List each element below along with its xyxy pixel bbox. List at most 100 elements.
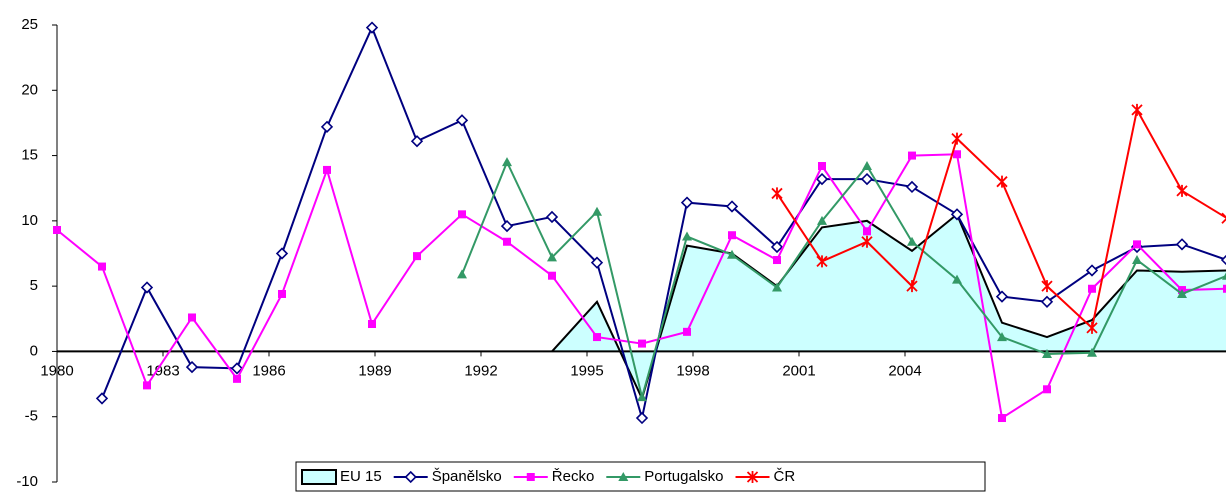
marker [907,236,917,246]
x-tick-label: 1992 [464,362,497,379]
area-line [551,212,1226,402]
marker [404,470,417,484]
marker [500,219,514,233]
series-line [101,25,1226,419]
x-tick-label: 1989 [358,362,391,379]
marker [680,196,694,209]
marker [230,362,244,375]
marker [1043,385,1051,394]
marker [410,135,424,148]
legend-swatch [301,469,337,485]
marker [1177,288,1187,298]
legend-label: EU 15 [340,468,382,485]
marker [455,114,469,127]
marker [365,21,379,34]
marker [98,262,106,271]
marker [816,255,828,268]
marker [905,180,919,194]
marker [635,411,649,425]
marker [320,120,334,133]
marker [1175,238,1189,251]
marker [997,332,1007,342]
marker [590,256,604,269]
marker [773,256,781,265]
y-tick-label: 10 [21,212,38,229]
marker [683,327,691,336]
marker [1085,264,1099,277]
marker [95,392,109,405]
marker [1223,284,1226,293]
legend: EU 15 Španělsko Řecko Portugalsko ČR [295,461,986,492]
legend-label: ČR [774,468,796,485]
x-tick-label: 2004 [888,362,921,379]
marker [143,381,151,390]
marker [998,414,1006,423]
marker [1222,272,1226,280]
marker [727,249,737,259]
y-tick-label: 15 [21,147,38,164]
marker [413,252,421,261]
y-tick-label: 20 [21,81,38,98]
marker [746,471,759,483]
marker [637,392,647,402]
series-line [461,159,1226,402]
marker [1088,284,1096,293]
marker [728,231,736,240]
marker [526,473,535,481]
marker [592,206,602,216]
x-tick-label: 2001 [782,362,815,379]
marker [545,210,559,224]
marker [502,157,512,167]
x-tick-label: 1986 [252,362,285,379]
marker [1086,321,1098,334]
marker [593,333,601,342]
marker [1220,254,1226,266]
marker [682,231,692,241]
marker [771,187,783,200]
legend-label: Portugalsko [644,468,723,485]
marker [457,269,467,279]
x-tick-label: 1998 [676,362,709,379]
x-tick-label: 1995 [570,362,603,379]
marker [323,165,331,174]
marker [817,215,827,225]
marker [1087,347,1097,357]
marker [815,172,829,186]
marker [53,225,61,234]
marker [725,200,739,213]
marker [772,282,782,292]
marker [140,281,154,294]
marker [1131,103,1143,116]
y-tick-label: 0 [30,342,38,359]
marker [278,289,286,298]
marker [995,290,1009,303]
legend-label: Řecko [552,468,595,485]
marker [952,274,962,284]
marker [996,175,1008,188]
marker [951,132,963,145]
legend-label: Španělsko [432,468,502,485]
marker [906,280,918,293]
marker [185,360,199,374]
marker [368,320,376,329]
marker [275,247,289,260]
x-tick-label: 1980 [40,362,73,379]
marker [862,161,872,171]
marker [1041,280,1053,293]
marker [1176,184,1188,197]
marker [618,472,629,481]
marker [188,313,196,322]
x-tick-label: 1983 [146,362,179,379]
marker [1042,349,1052,359]
marker [233,374,241,383]
marker [863,227,871,236]
marker [638,339,646,348]
marker [1133,240,1141,249]
marker [908,151,916,160]
marker [861,235,873,248]
marker [818,162,826,171]
y-tick-label: -10 [16,473,38,490]
marker [950,208,964,221]
y-tick-label: 25 [21,16,38,33]
